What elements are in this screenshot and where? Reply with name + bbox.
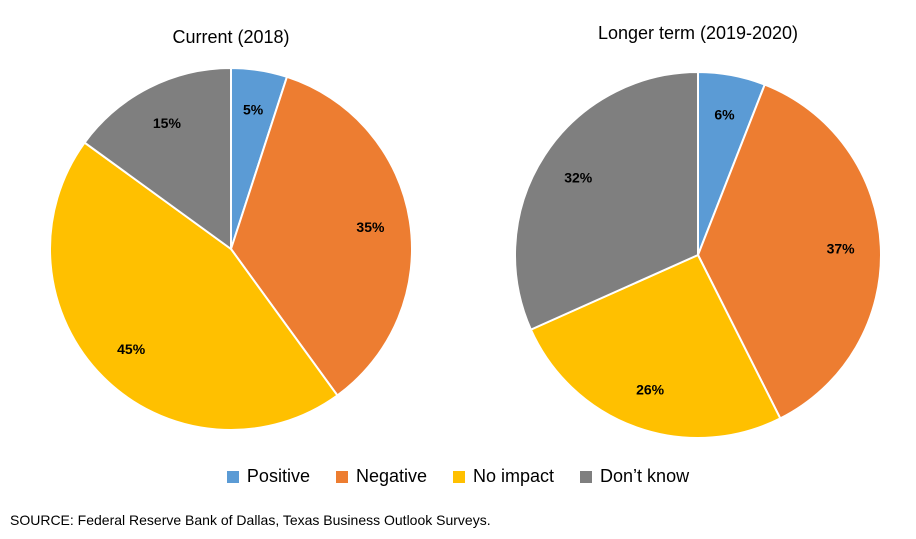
legend-label-dont-know: Don’t know xyxy=(600,466,690,486)
slice-no-impact xyxy=(529,253,782,439)
legend-item-dont-know: Don’t know xyxy=(580,466,689,487)
slice-no-impact xyxy=(49,141,339,431)
slice-dont-know xyxy=(83,66,232,251)
data-label-positive: 6% xyxy=(714,107,735,123)
legend-swatch-positive xyxy=(226,470,239,483)
legend-label-negative: Negative xyxy=(355,466,427,486)
data-label-negative: 37% xyxy=(827,240,856,256)
data-label-positive: 5% xyxy=(243,102,264,118)
legend-swatch-no-impact xyxy=(453,470,465,483)
slice-negative xyxy=(696,83,882,420)
legend-label-no-impact: No impact xyxy=(473,466,555,486)
slice-dont-know xyxy=(514,70,699,331)
legend-item-negative: Negative xyxy=(335,466,427,487)
legend-swatch-dont-know xyxy=(580,470,593,483)
legend-item-positive: Positive xyxy=(226,466,310,487)
pie-longer-term: 6% 37% 26% 32% xyxy=(514,70,882,439)
source-note: SOURCE: Federal Reserve Bank of Dallas, … xyxy=(10,512,491,528)
data-label-dont-know: 32% xyxy=(564,169,593,185)
legend: Positive Negative No impact Don’t know xyxy=(0,466,916,487)
chart-title-longer-term: Longer term (2019-2020) xyxy=(597,23,799,43)
legend-item-no-impact: No impact xyxy=(453,466,554,487)
legend-label-positive: Positive xyxy=(246,466,310,486)
data-label-dont-know: 15% xyxy=(153,115,182,131)
data-label-no-impact: 45% xyxy=(117,341,146,357)
pie-current: 5% 35% 45% 15% xyxy=(49,66,413,431)
legend-swatch-negative xyxy=(335,470,348,483)
slice-negative xyxy=(229,75,413,397)
data-label-negative: 35% xyxy=(356,219,385,235)
chart-title-current: Current (2018) xyxy=(172,27,290,47)
data-label-no-impact: 26% xyxy=(636,381,665,397)
